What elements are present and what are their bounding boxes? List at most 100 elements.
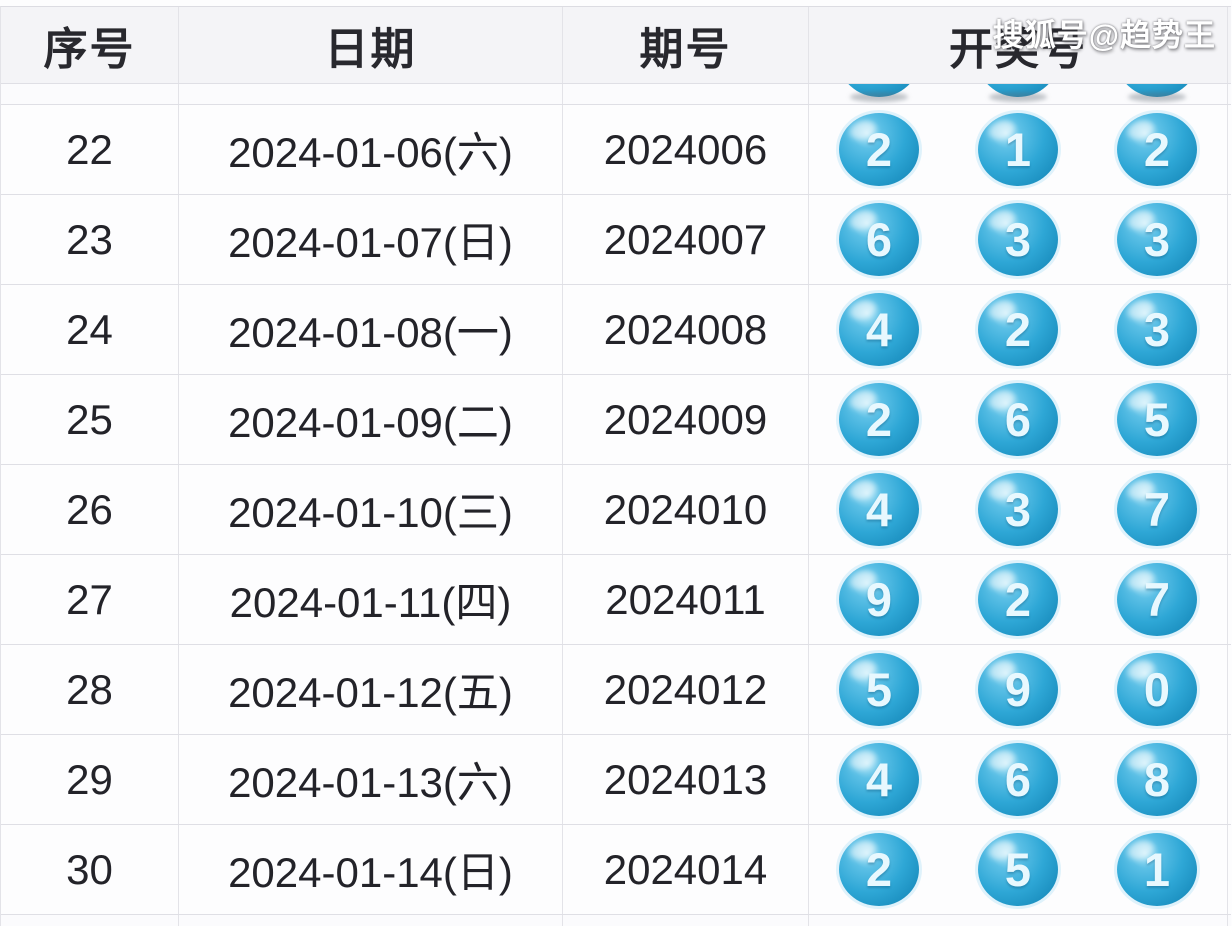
cell-draw-numbers: 6 3 3 [809, 195, 1228, 284]
lottery-ball: 4 [839, 743, 919, 816]
ball-number: 3 [1004, 213, 1032, 266]
ball-number: 8 [1143, 753, 1171, 806]
lottery-ball: 5 [1117, 383, 1197, 456]
cell-issue: 2024014 [563, 825, 809, 914]
ball-number: 3 [1143, 303, 1171, 356]
cell-issue: 2024010 [563, 465, 809, 554]
header-cell-draw-numbers: 开奖号 [809, 7, 1228, 83]
lottery-ball: 4 [839, 293, 919, 366]
partial-cell-seq [1, 84, 179, 104]
cell-issue: 2024006 [563, 105, 809, 194]
cell-date: 2024-01-10(三) [179, 465, 563, 554]
partial-cell-date [179, 84, 563, 104]
table-row: 23 2024-01-07(日) 2024007 6 3 3 [1, 195, 1231, 285]
header-cell-seq: 序号 [1, 7, 179, 83]
partial-row-bottom [1, 915, 1231, 926]
lottery-ball: 2 [1117, 113, 1197, 186]
cell-date: 2024-01-13(六) [179, 735, 563, 824]
lottery-ball: 6 [839, 203, 919, 276]
table-row: 29 2024-01-13(六) 2024013 4 6 8 [1, 735, 1231, 825]
lottery-ball: 2 [839, 383, 919, 456]
cell-date: 2024-01-11(四) [179, 555, 563, 644]
lottery-ball: 3 [1117, 203, 1197, 276]
ball-number: 9 [1004, 663, 1032, 716]
cell-date: 2024-01-08(一) [179, 285, 563, 374]
cell-draw-numbers: 4 3 7 [809, 465, 1228, 554]
header-cell-date: 日期 [179, 7, 563, 83]
partial-bottom-balls [809, 915, 1228, 926]
cell-draw-numbers: 4 2 3 [809, 285, 1228, 374]
lottery-ball: 0 [1117, 653, 1197, 726]
lottery-ball [1117, 84, 1197, 97]
lottery-ball [839, 84, 919, 97]
cell-issue: 2024013 [563, 735, 809, 824]
cell-draw-numbers: 4 6 8 [809, 735, 1228, 824]
table-row: 30 2024-01-14(日) 2024014 2 5 1 [1, 825, 1231, 915]
ball-number: 4 [865, 753, 893, 806]
ball-number: 1 [1143, 843, 1171, 896]
table-row: 22 2024-01-06(六) 2024006 2 1 2 [1, 105, 1231, 195]
lottery-ball: 2 [978, 563, 1058, 636]
ball-number: 2 [865, 843, 893, 896]
cell-seq: 28 [1, 645, 179, 734]
cell-draw-numbers: 9 2 7 [809, 555, 1228, 644]
cell-edge-sliver [1228, 825, 1231, 914]
ball-number: 4 [865, 483, 893, 536]
cell-issue: 2024012 [563, 645, 809, 734]
lottery-ball: 2 [978, 293, 1058, 366]
ball-number: 7 [1143, 573, 1171, 626]
header-cell-issue: 期号 [563, 7, 809, 83]
cell-seq: 22 [1, 105, 179, 194]
ball-number: 5 [865, 663, 893, 716]
cell-draw-numbers: 2 1 2 [809, 105, 1228, 194]
ball-number: 4 [865, 303, 893, 356]
ball-number: 9 [865, 573, 893, 626]
lottery-ball: 3 [1117, 293, 1197, 366]
lottery-ball: 1 [978, 113, 1058, 186]
cell-seq: 29 [1, 735, 179, 824]
ball-number: 5 [1143, 393, 1171, 446]
cell-draw-numbers: 5 9 0 [809, 645, 1228, 734]
cell-edge-sliver [1228, 105, 1231, 194]
cell-draw-numbers: 2 6 5 [809, 375, 1228, 464]
lottery-ball: 8 [1117, 743, 1197, 816]
table-row: 25 2024-01-09(二) 2024009 2 6 5 [1, 375, 1231, 465]
cell-edge-sliver [1228, 735, 1231, 824]
ball-number: 3 [1143, 213, 1171, 266]
ball-number: 1 [1004, 123, 1032, 176]
ball-number: 2 [1004, 303, 1032, 356]
lottery-ball: 7 [1117, 473, 1197, 546]
partial-cell-edge-sliver [1228, 84, 1231, 104]
cell-seq: 26 [1, 465, 179, 554]
lottery-ball: 2 [839, 833, 919, 906]
watermark-sohu-author: 搜狐号@趋势王 [992, 18, 1216, 53]
cell-seq: 30 [1, 825, 179, 914]
partial-bottom-seq [1, 915, 179, 926]
table-row: 28 2024-01-12(五) 2024012 5 9 0 [1, 645, 1231, 735]
ball-number: 2 [865, 393, 893, 446]
ball-number: 2 [865, 123, 893, 176]
table-header-row: 序号 日期 期号 开奖号 [1, 7, 1231, 84]
partial-bottom-date [179, 915, 563, 926]
cell-edge-sliver [1228, 195, 1231, 284]
partial-cell-issue [563, 84, 809, 104]
lottery-ball [978, 84, 1058, 97]
cell-issue: 2024011 [563, 555, 809, 644]
lottery-ball: 2 [839, 113, 919, 186]
ball-number: 0 [1143, 663, 1171, 716]
lottery-ball: 7 [1117, 563, 1197, 636]
ball-number: 3 [1004, 483, 1032, 536]
ball-number: 6 [1004, 753, 1032, 806]
lottery-ball: 1 [1117, 833, 1197, 906]
cell-edge-sliver [1228, 645, 1231, 734]
cell-edge-sliver [1228, 375, 1231, 464]
cell-seq: 27 [1, 555, 179, 644]
lottery-ball: 3 [978, 203, 1058, 276]
header-cell-edge-sliver [1228, 7, 1231, 83]
lottery-ball: 5 [839, 653, 919, 726]
cell-issue: 2024007 [563, 195, 809, 284]
cell-date: 2024-01-06(六) [179, 105, 563, 194]
cell-edge-sliver [1228, 285, 1231, 374]
cell-issue: 2024008 [563, 285, 809, 374]
